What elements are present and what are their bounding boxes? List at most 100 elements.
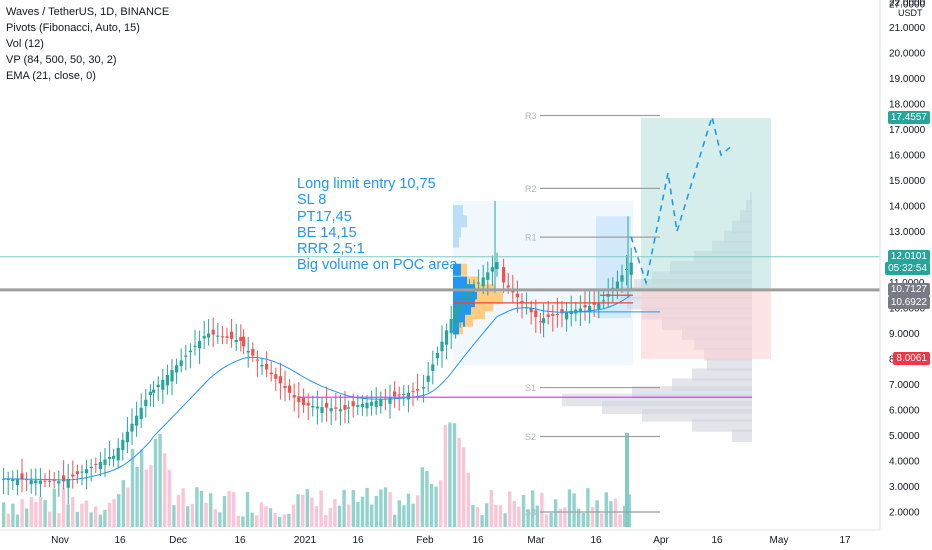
legend-pivots: Pivots (Fibonacci, Auto, 15) <box>6 22 140 34</box>
trade-note: Long limit entry 10,75 SL 8 PT17,45 BE 1… <box>297 176 457 274</box>
candle-body <box>302 397 306 405</box>
volume-bar <box>526 510 530 527</box>
volume-bar <box>2 502 6 527</box>
note-line: Long limit entry 10,75 <box>297 176 436 192</box>
volume-bar <box>393 514 397 527</box>
volume-bar <box>80 503 84 527</box>
candle-body <box>165 374 169 386</box>
candle-body <box>251 348 255 356</box>
volume-bar <box>625 433 629 527</box>
price-tag: 17.4557 <box>887 110 930 124</box>
volume-bar <box>301 494 305 527</box>
volume-bar <box>618 514 622 527</box>
candle-body <box>597 303 601 309</box>
volume-bar <box>287 513 291 527</box>
legend-title: Waves / TetherUS, 1D, BINANCE <box>6 6 170 18</box>
volume-bar <box>273 512 277 527</box>
y-tick-label: 2.0000 <box>889 508 920 519</box>
y-tick-label: 19.0000 <box>889 74 926 85</box>
candle-body <box>278 376 282 384</box>
volume-bar <box>535 505 539 527</box>
candle-body <box>148 391 152 396</box>
candle-body <box>393 391 397 397</box>
volume-bar <box>439 480 443 527</box>
candle-body <box>454 308 458 325</box>
candle-body <box>170 370 174 382</box>
vp-range-box-2 <box>596 216 631 319</box>
candle-body <box>551 314 555 316</box>
volume-bar <box>43 500 47 527</box>
candle-body <box>152 389 156 393</box>
candle-body <box>546 314 550 317</box>
x-tick-label: 16 <box>472 535 484 546</box>
x-tick-label: Nov <box>51 535 69 546</box>
volume-bar <box>117 494 121 527</box>
volume-profile-bar <box>707 358 752 371</box>
candle-body <box>6 479 10 481</box>
volume-bar <box>521 495 526 527</box>
candle-body <box>374 400 378 407</box>
y-tick-label: 17.0000 <box>889 125 926 136</box>
volume-bar <box>609 501 613 527</box>
candle-body <box>402 393 406 395</box>
candle-body <box>29 480 33 485</box>
price-tag: 8.0061 <box>893 351 930 365</box>
currency-label: USDT <box>898 8 923 18</box>
candle-body <box>94 464 98 466</box>
volume-bar <box>623 505 627 527</box>
y-tick-label: 7.0000 <box>889 380 920 391</box>
candle-body <box>449 319 453 334</box>
volume-bar <box>324 514 328 527</box>
y-tick-label: 15.0000 <box>889 176 926 187</box>
volume-bar <box>508 491 512 527</box>
volume-profile-bar <box>642 409 752 422</box>
candle-body <box>20 473 24 480</box>
volume-bar <box>613 498 618 527</box>
volume-bar <box>379 489 383 527</box>
volume-bar <box>586 488 590 527</box>
candle-body <box>538 321 542 323</box>
candle-body <box>283 385 287 389</box>
note-line: SL 8 <box>297 192 327 209</box>
pivot-label: R2 <box>525 184 537 194</box>
candle-body <box>225 336 229 338</box>
volume-bar <box>241 516 245 527</box>
candle-body <box>406 392 410 400</box>
volume-bar <box>549 512 553 527</box>
candle-body <box>297 396 301 403</box>
y-tick-label: 20.0000 <box>889 49 926 60</box>
volume-bar <box>544 514 549 527</box>
candle-body <box>98 461 102 470</box>
candle-body <box>62 475 66 482</box>
volume-bar <box>89 512 93 527</box>
x-tick-label: Dec <box>169 535 187 546</box>
volume-profile-bar <box>732 429 752 442</box>
price-tag: 10.7127 <box>887 282 930 296</box>
candle-body <box>211 329 215 335</box>
volume-bar <box>158 434 162 527</box>
volume-bar <box>34 502 38 527</box>
volume-bar <box>278 516 282 527</box>
note-line: RRR 2,5:1 <box>297 241 365 258</box>
candle-body <box>179 360 183 366</box>
volume-bar <box>75 511 79 527</box>
volume-bar <box>416 495 420 527</box>
volume-bar <box>66 504 70 527</box>
x-tick-label: Feb <box>416 535 434 546</box>
volume-bar <box>370 504 374 527</box>
volume-bar <box>595 500 599 527</box>
candle-body <box>116 447 120 461</box>
volume-bar <box>448 422 452 527</box>
volume-bar <box>347 504 351 527</box>
candle-body <box>112 455 116 459</box>
candle-body <box>130 423 134 432</box>
volume-bar <box>176 494 181 527</box>
volume-bar <box>351 490 355 527</box>
volume-bar <box>627 494 631 527</box>
volume-bar <box>310 497 314 527</box>
candle-body <box>216 335 220 337</box>
volume-bar <box>388 492 392 527</box>
candle-body <box>288 385 292 393</box>
y-tick-label: 27.0000 <box>889 0 926 11</box>
candle-body <box>511 290 515 293</box>
